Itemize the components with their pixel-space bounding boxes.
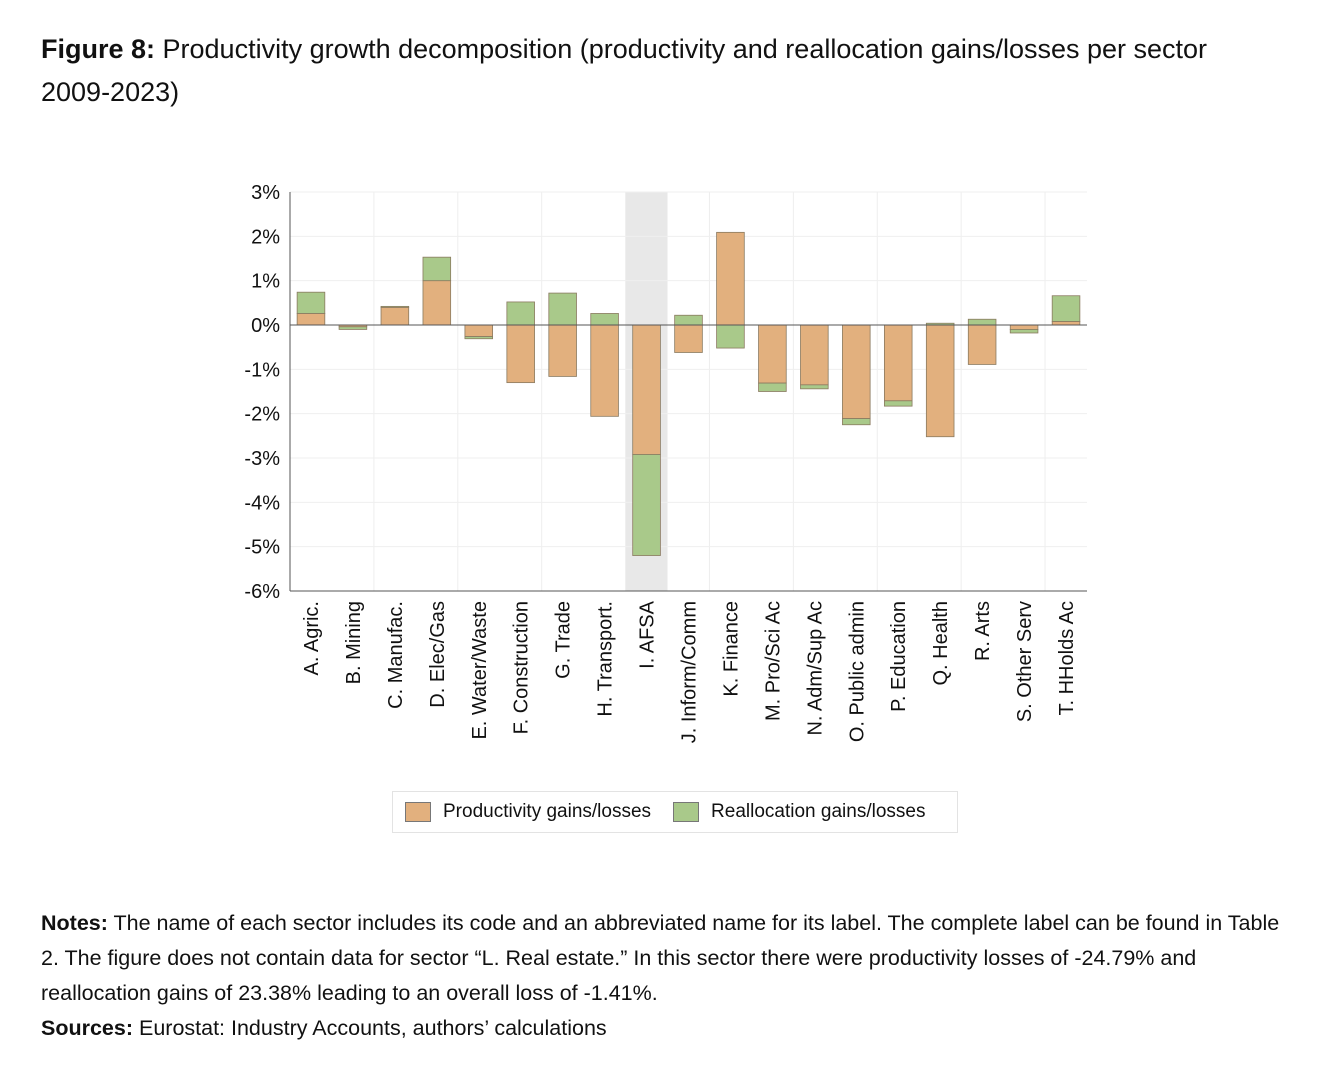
reallocation-bar — [967, 318, 997, 326]
productivity-bar — [967, 324, 997, 365]
x-tick-label: H. Transport. — [595, 601, 617, 717]
chart: 3% 2% 1% 0% -1% -2% -3% -4% -5% -6% A. Agric. B. Mi… — [244, 182, 1087, 743]
figure-label: Figure 8: — [41, 34, 156, 64]
x-tick-label: K. Finance — [720, 601, 742, 697]
x-tick-label: A. Agric. — [301, 601, 323, 675]
productivity-bar — [590, 324, 619, 417]
x-tick-label: B. Mining — [343, 601, 365, 684]
reallocation-bar — [1009, 329, 1039, 334]
reallocation-bar — [506, 301, 535, 326]
x-tick-label: E. Water/Waste — [469, 601, 491, 740]
reallocation-bar — [422, 256, 452, 282]
x-tick-label: Q. Health — [930, 601, 952, 685]
productivity-bar — [506, 324, 535, 384]
legend-label: Reallocation gains/losses — [711, 801, 926, 822]
productivity-bar — [422, 280, 452, 326]
y-tick-label: 1% — [251, 271, 280, 293]
y-tick-label: -1% — [244, 359, 280, 381]
sources-label: Sources: — [41, 1016, 134, 1040]
legend-item-reallocation: Reallocation gains/losses — [673, 801, 925, 823]
productivity-bar — [380, 306, 410, 326]
legend-swatch-productivity — [405, 802, 431, 822]
figure-caption: Productivity growth decomposition (produ… — [41, 34, 1208, 107]
x-tick-label: C. Manufac. — [385, 601, 407, 709]
productivity-bar — [464, 324, 494, 337]
y-tick-label: -5% — [244, 537, 280, 559]
productivity-bar — [674, 324, 703, 353]
reallocation-bar — [380, 305, 410, 308]
reallocation-bar — [716, 324, 745, 349]
reallocation-bar — [1051, 295, 1081, 322]
x-tick-label: N. Adm/Sup Ac — [804, 601, 826, 736]
productivity-bar — [632, 324, 661, 455]
legend: Productivity gains/losses Reallocation g… — [392, 791, 958, 833]
productivity-bar — [842, 324, 871, 419]
legend-swatch-reallocation — [673, 802, 700, 822]
x-tick-label: D. Elec/Gas — [427, 601, 449, 708]
notes-text: The name of each sector includes its cod… — [41, 911, 1280, 1005]
sources-text: Eurostat: Industry Accounts, authors’ ca… — [133, 1016, 607, 1040]
y-tick-label: -3% — [244, 448, 280, 470]
productivity-bar — [548, 324, 577, 377]
y-tick-label: -6% — [244, 581, 280, 603]
productivity-bar — [925, 324, 955, 438]
x-tick-label: T. HHolds Ac — [1056, 601, 1078, 715]
x-tick-label: R. Arts — [972, 601, 994, 661]
y-tick-label: 0% — [251, 315, 280, 337]
notes-label: Notes: — [41, 911, 108, 935]
x-tick-label: O. Public admin — [846, 601, 868, 742]
productivity-bar — [1051, 321, 1081, 326]
reallocation-bar — [296, 291, 326, 314]
reallocation-bar — [800, 384, 829, 390]
reallocation-bar — [590, 313, 619, 326]
notes: Notes: The name of each sector includes … — [41, 906, 1301, 1046]
x-tick-label: F. Construction — [511, 601, 533, 734]
reallocation-bar — [883, 400, 913, 407]
productivity-bar — [758, 324, 787, 384]
y-tick-label: -4% — [244, 492, 280, 514]
legend-item-productivity: Productivity gains/losses — [405, 801, 651, 823]
reallocation-bar — [338, 326, 368, 330]
reallocation-bar — [548, 292, 577, 326]
productivity-bar — [883, 324, 913, 402]
y-tick-label: 2% — [251, 226, 280, 248]
productivity-bar — [800, 324, 829, 386]
productivity-bar — [716, 231, 745, 326]
reallocation-bar — [674, 314, 703, 326]
reallocation-bar — [632, 454, 661, 556]
y-tick-label: 3% — [251, 182, 280, 204]
legend-label: Productivity gains/losses — [443, 801, 652, 822]
reallocation-bar — [464, 336, 494, 340]
x-tick-label: G. Trade — [553, 601, 575, 679]
reallocation-bar — [842, 418, 871, 426]
reallocation-bar — [758, 382, 787, 392]
y-tick-label: -2% — [244, 404, 280, 426]
x-tick-label: J. Inform/Comm — [679, 601, 701, 743]
x-tick-label: P. Education — [888, 601, 910, 712]
x-tick-label: I. AFSA — [637, 600, 659, 668]
figure-title: Figure 8: Productivity growth decomposit… — [41, 28, 1261, 114]
productivity-bar — [1009, 324, 1039, 330]
productivity-bar — [296, 313, 326, 326]
x-tick-label: S. Other Serv — [1014, 601, 1036, 722]
x-tick-label: M. Pro/Sci Ac — [762, 601, 784, 721]
